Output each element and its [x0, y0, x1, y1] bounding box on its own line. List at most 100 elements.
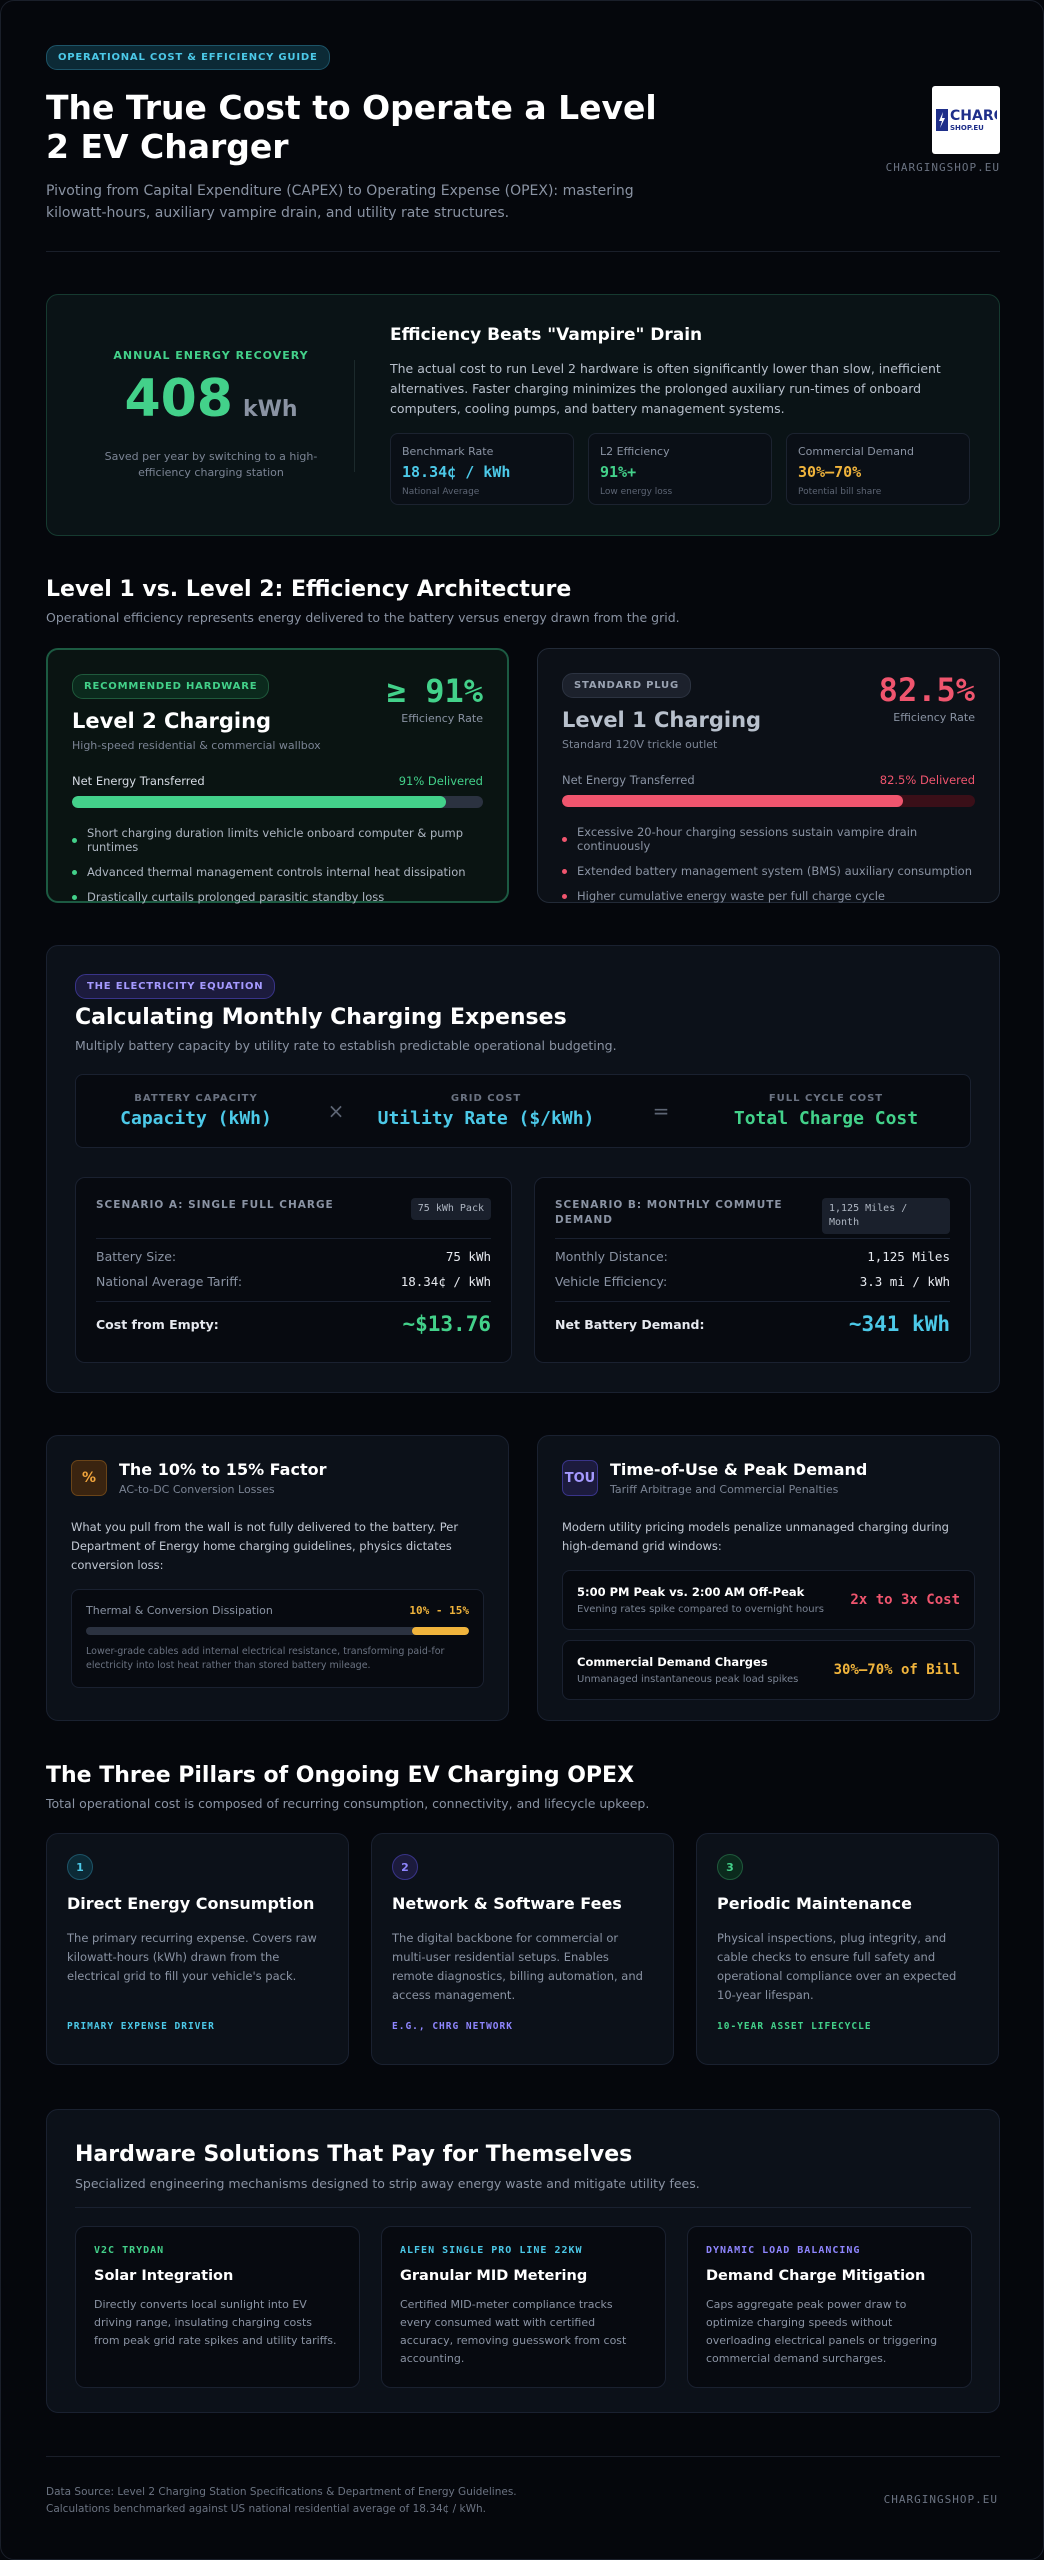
hardware-kicker: V2C TRYDAN	[94, 2245, 165, 2256]
logo-text-sub: SHOP.EU	[950, 124, 984, 132]
scenario-tag: 75 kWh Pack	[410, 1198, 491, 1220]
stat-note: National Average	[402, 487, 480, 497]
card-subtitle: Tariff Arbitrage and Commercial Penaltie…	[610, 1483, 839, 1496]
card-text: What you pull from the wall is not fully…	[71, 1520, 459, 1572]
level1-transfer-row: Net Energy Transferred 82.5% Delivered	[562, 773, 975, 787]
scenario-divider	[96, 1301, 491, 1302]
dissipation-label: Thermal & Conversion Dissipation	[86, 1604, 273, 1617]
row-key: Monthly Distance:	[555, 1249, 668, 1264]
scenario-title: SCENARIO A: SINGLE FULL CHARGE	[96, 1199, 334, 1211]
levels-subtitle: Operational efficiency represents energy…	[46, 610, 680, 625]
hardware-card-title: Granular MID Metering	[400, 2268, 588, 2284]
term-label: FULL CYCLE COST	[768, 1093, 884, 1104]
bullet-dot-icon	[72, 837, 77, 843]
total-label: Cost from Empty:	[96, 1316, 219, 1332]
header: OPERATIONAL COST & EFFICIENCY GUIDE The …	[46, 45, 1000, 224]
scenario-total: Cost from Empty: ~$13.76	[96, 1312, 491, 1336]
vampire-title: Efficiency Beats "Vampire" Drain	[390, 325, 703, 345]
row-key: Battery Size:	[96, 1249, 177, 1264]
footer-divider	[46, 2456, 1000, 2457]
term-value: Capacity (kWh)	[120, 1108, 272, 1129]
row-key: Vehicle Efficiency:	[555, 1274, 668, 1289]
row-key: National Average Tariff:	[96, 1274, 243, 1289]
level1-efficiency: 82.5%	[878, 671, 975, 709]
card-header: TOU Time-of-Use & Peak Demand Tariff Arb…	[562, 1460, 975, 1496]
recovery-value: 408 kWh	[124, 368, 297, 441]
level1-progress-fill	[562, 795, 903, 807]
pillars-title: The Three Pillars of Ongoing EV Charging…	[46, 1763, 635, 1788]
scenario-row: Monthly Distance: 1,125 Miles	[555, 1249, 950, 1264]
level2-card: RECOMMENDED HARDWARE Level 2 Charging Hi…	[46, 648, 509, 904]
row-value: 75 kWh	[445, 1249, 491, 1264]
scenario-a-card: SCENARIO A: SINGLE FULL CHARGE 75 kWh Pa…	[75, 1177, 512, 1363]
bullet-text: Higher cumulative energy waste per full …	[577, 889, 885, 903]
list-item: Excessive 20-hour charging sessions sust…	[562, 825, 975, 853]
stat-card-benchmark: Benchmark Rate 18.34¢ / kWh National Ave…	[390, 433, 574, 505]
bullet-dot-icon	[562, 868, 567, 874]
row-value: 18.34¢ / kWh	[400, 1274, 491, 1289]
pillar-number: 3	[717, 1854, 743, 1880]
level1-name: Level 1 Charging	[562, 708, 762, 732]
dissipation-caption: Lower-grade cables add internal electric…	[86, 1646, 445, 1671]
list-item: Short charging duration limits vehicle o…	[72, 826, 483, 854]
bullet-text: Excessive 20-hour charging sessions sust…	[577, 825, 918, 853]
scenario-header: SCENARIO A: SINGLE FULL CHARGE 75 kWh Pa…	[96, 1198, 491, 1234]
transfer-label: Net Energy Transferred	[562, 773, 695, 787]
footer-source: Data Source: Level 2 Charging Station Sp…	[46, 2484, 517, 2518]
tou-icon: TOU	[562, 1460, 598, 1496]
pillar-title: Direct Energy Consumption	[67, 1894, 315, 1913]
pillar-title: Periodic Maintenance	[717, 1894, 912, 1913]
term-value: Total Charge Cost	[733, 1108, 919, 1129]
hardware-card-solar: V2C TRYDAN Solar Integration Directly co…	[75, 2226, 360, 2388]
brand-logo[interactable]: CHARG SHOP.EU	[932, 86, 1000, 154]
hardware-kicker: DYNAMIC LOAD BALANCING	[706, 2245, 861, 2256]
total-value: ~$13.76	[402, 1312, 491, 1336]
bullet-text: Extended battery management system (BMS)…	[577, 864, 972, 878]
term-label: GRID COST	[450, 1093, 522, 1104]
level1-progress-bar	[562, 795, 975, 807]
dissipation-row: Thermal & Conversion Dissipation 10% - 1…	[86, 1604, 469, 1617]
tou-item-peak: 5:00 PM Peak vs. 2:00 AM Off-Peak Evenin…	[562, 1570, 975, 1630]
pillar-desc: The primary recurring expense. Covers ra…	[67, 1931, 317, 1983]
stat-label: Commercial Demand	[798, 445, 914, 458]
hardware-subtitle: Specialized engineering mechanisms desig…	[75, 2176, 700, 2191]
hardware-card-title: Solar Integration	[94, 2268, 234, 2284]
footer-brand[interactable]: CHARGINGSHOP.EU	[883, 2493, 998, 2506]
hardware-card-metering: ALFEN SINGLE PRO LINE 22KW Granular MID …	[381, 2226, 666, 2388]
stat-value: 91%+	[600, 463, 637, 481]
conversion-loss-card: % The 10% to 15% Factor AC-to-DC Convers…	[46, 1435, 509, 1721]
recovery-number: 408	[124, 369, 233, 429]
plug-icon: CHARG SHOP.EU	[936, 108, 997, 132]
stat-label: L2 Efficiency	[600, 445, 670, 458]
pillar-number: 2	[392, 1854, 418, 1880]
level2-transfer-row: Net Energy Transferred 91% Delivered	[72, 774, 483, 788]
hardware-title: Hardware Solutions That Pay for Themselv…	[75, 2142, 633, 2167]
scenario-row: National Average Tariff: 18.34¢ / kWh	[96, 1274, 491, 1289]
dissipation-box: Thermal & Conversion Dissipation 10% - 1…	[71, 1589, 484, 1688]
equation-term-capacity: BATTERY CAPACITY Capacity (kWh)	[76, 1093, 316, 1129]
stat-card-efficiency: L2 Efficiency 91%+ Low energy loss	[588, 433, 772, 505]
footer-line: Data Source: Level 2 Charging Station Sp…	[46, 2486, 517, 2498]
card-title: The 10% to 15% Factor	[119, 1460, 327, 1479]
bullet-text: Drastically curtails prolonged parasitic…	[87, 890, 385, 904]
tou-item-title: Commercial Demand Charges	[577, 1655, 768, 1669]
row-value: 1,125 Miles	[867, 1249, 950, 1264]
row-value: 3.3 mi / kWh	[859, 1274, 950, 1289]
bullet-text: Short charging duration limits vehicle o…	[87, 826, 464, 854]
energy-recovery-panel: ANNUAL ENERGY RECOVERY 408 kWh Saved per …	[46, 294, 1000, 536]
level1-efficiency-caption: Efficiency Rate	[893, 711, 975, 724]
pillar-desc: Physical inspections, plug integrity, an…	[717, 1931, 957, 2002]
dissipation-value: 10% - 15%	[409, 1604, 469, 1617]
dissipation-bar	[86, 1627, 469, 1635]
electricity-equation-panel: THE ELECTRICITY EQUATION Calculating Mon…	[46, 945, 1000, 1393]
recovery-metric: ANNUAL ENERGY RECOVERY 408 kWh Saved per …	[71, 295, 351, 535]
scenario-total: Net Battery Demand: ~341 kWh	[555, 1312, 950, 1336]
level2-progress-fill	[72, 796, 446, 808]
list-item: Drastically curtails prolonged parasitic…	[72, 890, 483, 904]
pillar-card-energy: 1 Direct Energy Consumption The primary …	[46, 1833, 349, 2065]
scenario-b-card: SCENARIO B: MONTHLY COMMUTE DEMAND 1,125…	[534, 1177, 971, 1363]
hardware-solutions-panel: Hardware Solutions That Pay for Themselv…	[46, 2109, 1000, 2413]
total-label: Net Battery Demand:	[555, 1316, 705, 1332]
hardware-card-desc: Directly converts local sunlight into EV…	[94, 2298, 337, 2347]
stat-value: 30%–70%	[798, 463, 862, 481]
